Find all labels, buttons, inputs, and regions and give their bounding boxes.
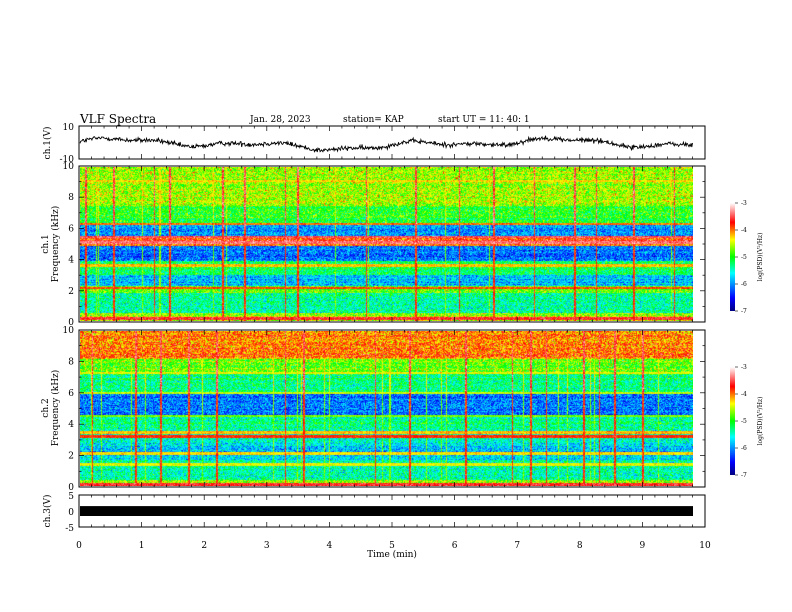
ch2-frequency-ticks: 0 2 4 6 8 10 [63,326,705,493]
time-axis-tick-labels: 0 1 2 3 4 5 6 7 8 9 10 [76,541,711,551]
time-tick-label: 6 [452,541,458,551]
frequency-tick-label: 6 [68,224,74,234]
colorbar-tick-label: -3 [741,364,747,371]
colorbar-tick-label: -4 [741,227,747,234]
colorbar-tick-label: -7 [741,472,747,479]
colorbar-tick-label: -7 [741,308,747,315]
frequency-tick-label: 6 [68,389,74,399]
frequency-tick-label: 10 [63,162,75,172]
time-tick-label: 4 [327,541,333,551]
time-tick-label: 1 [139,541,145,551]
ch2-label: ch.2 [41,398,51,417]
ch1-waveform-ylabel: ch.1(V) [42,127,53,160]
frequency-tick-label: 2 [68,452,74,462]
date-label: Jan. 28, 2023 [249,115,311,125]
time-tick-label: 3 [264,541,270,551]
frequency-tick-label: 10 [63,326,75,336]
colorbar-tick-label: -5 [741,418,747,425]
time-tick-label: 8 [577,541,583,551]
frequency-tick-label: 4 [68,256,74,266]
figure-title: VLF Spectra [79,112,156,126]
ch3-waveform-ylabel: ch.3(V) [42,495,53,528]
ch2-colorbar [730,367,735,475]
ch3-ytick-top: 5 [68,492,74,502]
time-tick-label: 2 [201,541,207,551]
ch1-ytick-bottom: -10 [60,155,75,165]
frequency-tick-label: 0 [68,483,74,493]
time-tick-label: 7 [514,541,520,551]
colorbar-tick-label: -3 [741,200,747,207]
time-tick-label: 9 [640,541,646,551]
colorbar-tick-label: -6 [741,281,747,288]
ch1-waveform-trace [79,135,693,153]
start-time-label: start UT = 11: 40: 1 [438,115,530,125]
ch3-ytick-middle: 0 [68,508,74,518]
ch1-colorbar-ticks: -3 -4 -5 -6 -7 [735,200,747,315]
frequency-tick-label: 0 [68,318,74,328]
time-tick-label: 10 [699,541,711,551]
frequency-tick-label: 8 [68,357,74,367]
station-label: station= KAP [343,115,404,125]
ch2-colorbar-label: log(PSD)(V²/Hz) [757,397,764,446]
time-axis-label: Time (min) [367,549,417,560]
ch1-frequency-axis-label: Frequency (kHz) [50,206,61,283]
ch2-colorbar-ticks: -3 -4 -5 -6 -7 [735,364,747,479]
ch1-colorbar-label: log(PSD)(V²/Hz) [757,233,764,282]
ch1-label: ch.1 [41,234,51,253]
time-tick-label: 0 [76,541,82,551]
ch2-frequency-axis-label: Frequency (kHz) [50,370,61,447]
ch1-ytick-top: 10 [63,123,75,133]
colorbar-tick-label: -5 [741,254,747,261]
frequency-tick-label: 4 [68,420,74,430]
time-tick-label: 5 [389,541,395,551]
colorbar-tick-label: -6 [741,445,747,452]
ch1-frequency-ticks: 0 2 4 6 8 10 [63,162,705,328]
frequency-tick-label: 8 [68,193,74,203]
frequency-tick-label: 2 [68,287,74,297]
ch3-ytick-bottom: -5 [65,524,74,534]
ch1-spectrogram-image [80,167,693,321]
ch2-spectrogram-image [80,331,693,486]
colorbar-tick-label: -4 [741,391,747,398]
ch1-colorbar [730,203,735,311]
ch3-waveform-trace [80,506,693,516]
time-ticks [78,126,706,527]
